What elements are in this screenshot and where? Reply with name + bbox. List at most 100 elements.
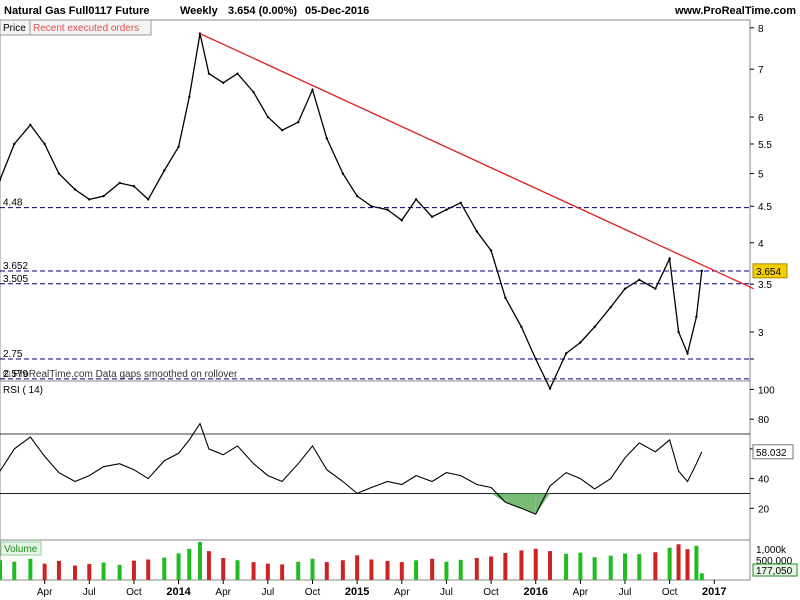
price-tick-label: 4 [758, 239, 764, 250]
volume-bar [265, 563, 270, 580]
price-point [668, 257, 671, 260]
price-point [252, 90, 255, 94]
volume-bar [162, 557, 167, 580]
price-point [297, 121, 300, 124]
price-axis: 3 3.5 4 4.5 5 5.5 6 7 8 [750, 24, 772, 360]
price-point [266, 115, 270, 119]
price-point [686, 352, 689, 355]
volume-bar [564, 553, 569, 580]
data-notice: © ProRealTime.com Data gaps smoothed on … [3, 369, 238, 380]
price-point [638, 278, 641, 281]
volume-bar [489, 556, 494, 580]
x-tick-label: 2014 [166, 586, 191, 598]
volume-bar [685, 549, 690, 580]
volume-bar [280, 564, 285, 580]
price-line [0, 33, 703, 391]
volume-bar [221, 557, 226, 580]
volume-bar [73, 565, 77, 580]
x-axis: Apr Jul Oct 2014 Apr Jul Oct 2015 Apr Jul Oct 2016 A… [37, 580, 727, 598]
price-point [88, 198, 91, 201]
volume-bar [399, 562, 404, 580]
last-price-badge [752, 263, 788, 279]
price-point [430, 215, 434, 218]
header-website: www.ProRealTime.com [674, 5, 796, 17]
price-point [43, 142, 46, 146]
rsi-tick-label: 40 [758, 475, 770, 486]
volume-bar [503, 553, 508, 580]
price-point [700, 269, 703, 273]
volume-bar [653, 552, 658, 580]
x-tick-label: Jul [261, 587, 274, 598]
price-point [341, 172, 345, 175]
volume-bar [578, 552, 583, 580]
price-point [222, 81, 225, 84]
volume-bar [458, 559, 463, 580]
volume-bar [699, 573, 704, 580]
volume-bar [56, 561, 61, 580]
volume-bar [42, 563, 47, 580]
price-point [325, 137, 328, 140]
horizontal-levels: 4.48 3.652 3.505 2.75 2.579 [0, 198, 750, 380]
volume-bar [676, 544, 681, 580]
volume-bar [235, 560, 240, 580]
price-point [370, 205, 373, 208]
volume-last-badge [752, 563, 798, 577]
price-tick-label: 7 [758, 65, 764, 76]
tab-recent-orders[interactable] [29, 19, 152, 36]
rsi-line [0, 422, 703, 515]
price-point [29, 123, 32, 127]
price-tick-label: 3 [758, 328, 764, 339]
x-tick-label: 2016 [523, 586, 547, 598]
rsi-oversold-fill [521, 493, 536, 515]
price-point [311, 88, 314, 91]
rsi-tick-label: 100 [758, 385, 775, 396]
volume-bar [117, 564, 122, 580]
last-price-label: 3.654 [756, 267, 781, 278]
price-point [504, 296, 507, 299]
volume-bar [296, 561, 301, 580]
price-point [73, 188, 77, 191]
price-point [579, 341, 582, 344]
price-point [695, 315, 698, 319]
volume-bar [474, 557, 479, 580]
volume-bar [28, 558, 33, 580]
header-price-change: 3.654 (0.00%) [228, 5, 297, 17]
x-tick-label: Apr [37, 587, 53, 598]
price-tick-label: 5 [758, 170, 764, 181]
volume-bar [340, 560, 345, 580]
rsi-panel-frame [0, 380, 751, 541]
volume-bar [251, 562, 256, 580]
price-point [489, 249, 493, 252]
price-point [520, 325, 523, 329]
price-point [459, 201, 462, 205]
price-point [102, 194, 105, 198]
volume-bar [324, 562, 329, 580]
volume-bar [176, 553, 181, 580]
volume-bar [444, 561, 449, 580]
rsi-tick-label: 20 [758, 504, 770, 515]
volume-bar [369, 559, 374, 580]
price-point [609, 305, 612, 309]
volume-panel-frame [0, 539, 751, 581]
rsi-title: RSI ( 14) [3, 385, 43, 396]
price-tick-label: 8 [758, 24, 764, 35]
volume-tick-label: 1,000k [756, 545, 787, 556]
price-point [386, 208, 389, 211]
level-label: 4.48 [3, 198, 23, 209]
price-point [147, 198, 150, 201]
header-title: Natural Gas Full0117 Future [4, 5, 150, 17]
volume-bar [533, 548, 538, 580]
volume-bar [637, 554, 642, 580]
volume-bar [592, 557, 597, 580]
volume-bar [131, 560, 136, 580]
x-tick-label: Jul [619, 587, 632, 598]
volume-title-box [0, 541, 42, 556]
x-tick-label: Jul [83, 587, 96, 598]
price-series [0, 32, 703, 391]
volume-tick-label: 500,000 [756, 556, 793, 567]
volume-last-label: 177,050 [756, 566, 793, 577]
price-point [163, 169, 166, 172]
volume-bar [694, 545, 699, 580]
volume-bar [101, 562, 106, 580]
